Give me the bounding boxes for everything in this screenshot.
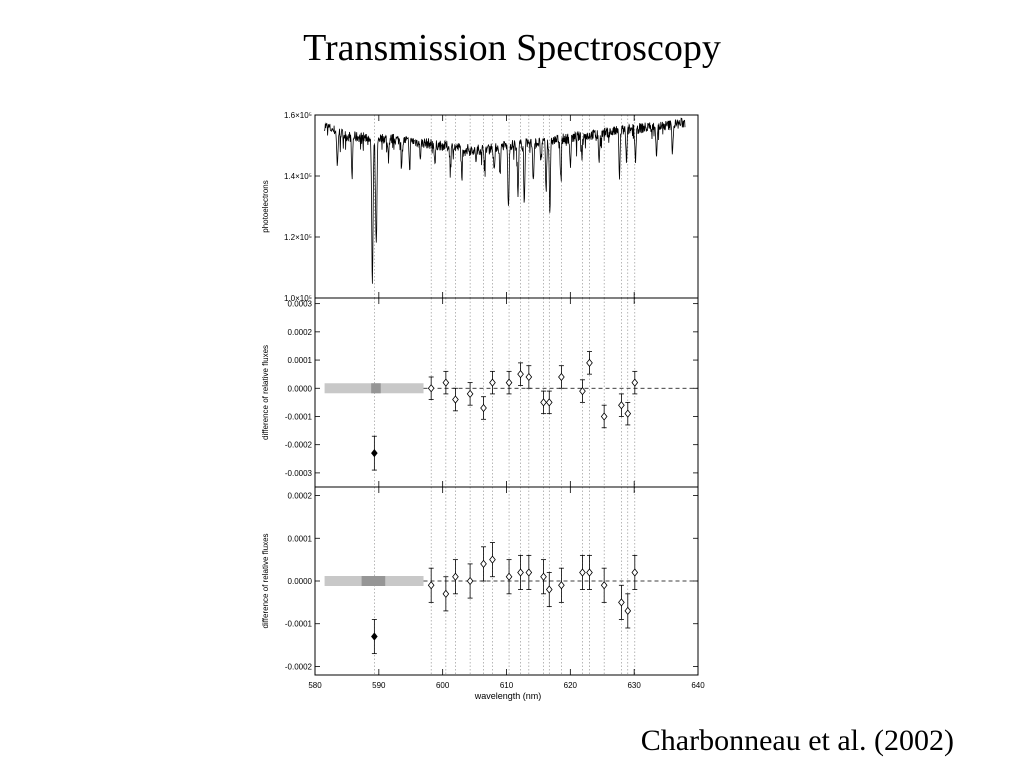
y-tick-label: 0.0001 xyxy=(288,534,313,543)
y-tick-label: -0.0001 xyxy=(285,412,313,421)
sodium-point xyxy=(371,632,378,641)
data-point xyxy=(631,378,639,387)
y-tick-label: 0.0000 xyxy=(288,577,313,586)
data-point xyxy=(505,572,513,581)
x-tick-label: 620 xyxy=(564,681,578,690)
data-point xyxy=(618,598,625,607)
y-tick-label: 1.2×10⁵ xyxy=(284,233,312,242)
y-tick-label: 1.6×10⁵ xyxy=(284,111,312,120)
data-point xyxy=(442,589,450,598)
data-point xyxy=(525,372,533,382)
data-point xyxy=(489,555,496,564)
data-point xyxy=(631,568,639,577)
citation: Charbonneau et al. (2002) xyxy=(640,724,954,757)
data-point xyxy=(480,403,487,413)
data-point xyxy=(579,568,586,577)
y-tick-label: 1.0×10⁵ xyxy=(284,294,312,303)
data-point xyxy=(489,378,496,387)
band-dark xyxy=(361,576,386,586)
data-point xyxy=(452,572,459,581)
y-tick-label: 0.0003 xyxy=(288,300,313,309)
sodium-point xyxy=(371,449,378,458)
slide-title: Transmission Spectroscopy xyxy=(303,27,721,69)
x-tick-label: 610 xyxy=(500,681,514,690)
spectrum-line xyxy=(324,117,686,284)
panel-frame xyxy=(314,486,699,676)
data-point xyxy=(525,568,533,577)
y-tick-label: -0.0002 xyxy=(285,662,313,671)
data-point xyxy=(586,358,593,368)
data-point xyxy=(558,581,565,590)
data-point xyxy=(540,398,547,407)
x-tick-label: 600 xyxy=(436,681,450,690)
data-point xyxy=(624,606,632,616)
data-point xyxy=(624,409,632,418)
y-tick-label: 1.4×10⁵ xyxy=(284,172,312,181)
data-point xyxy=(579,386,586,396)
difference-panel-top: 0.0003 0.0002 0.0001 0.0000 -0.0001 -0.0002 -0… xyxy=(261,297,699,488)
data-point xyxy=(517,370,524,379)
data-point xyxy=(480,559,487,569)
data-point xyxy=(600,581,608,590)
data-point xyxy=(540,572,547,581)
data-point xyxy=(600,412,608,421)
y-tick-label: -0.0001 xyxy=(285,620,313,629)
data-point xyxy=(466,576,474,586)
data-point xyxy=(586,568,593,577)
x-tick-label: 580 xyxy=(308,681,322,690)
data-point xyxy=(427,581,435,590)
x-axis: 580 590 600 610 620 630 640 xyxy=(308,681,705,690)
y-tick-label: -0.0003 xyxy=(285,469,313,478)
y-tick-label: 0.0000 xyxy=(288,384,313,393)
x-axis-label: wavelength (nm) xyxy=(474,691,542,701)
y-axis-label: photoelectrons xyxy=(261,180,270,232)
data-point xyxy=(452,395,459,404)
data-point xyxy=(545,398,553,407)
data-point xyxy=(618,401,625,410)
data-point xyxy=(466,389,474,399)
data-point xyxy=(427,384,435,393)
y-axis-label: difference of relative fluxes xyxy=(261,533,270,628)
y-tick-label: 0.0001 xyxy=(288,356,313,365)
difference-panel-bottom: 0.0002 0.0001 0.0000 -0.0001 -0.0002 differen… xyxy=(261,486,699,676)
y-tick-label: -0.0002 xyxy=(285,441,313,450)
spectrum-panel: 1.0×10⁵ 1.2×10⁵ 1.4×10⁵ 1.6×10⁵ photoelectro… xyxy=(261,111,699,303)
y-tick-label: 0.0002 xyxy=(288,492,313,501)
data-point xyxy=(442,378,450,387)
y-tick-label: 0.0002 xyxy=(288,328,313,337)
x-tick-label: 590 xyxy=(372,681,386,690)
data-point xyxy=(558,372,565,382)
y-axis-label: difference of relative fluxes xyxy=(261,345,270,440)
band-dark xyxy=(371,383,381,394)
data-point xyxy=(545,585,553,594)
x-tick-label: 640 xyxy=(691,681,705,690)
data-point xyxy=(517,568,524,577)
data-point xyxy=(505,378,513,387)
x-tick-label: 630 xyxy=(627,681,641,690)
